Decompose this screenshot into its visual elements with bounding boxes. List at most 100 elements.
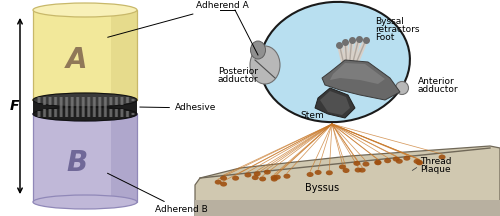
Text: Foot: Foot — [375, 33, 394, 43]
Ellipse shape — [70, 105, 74, 107]
Ellipse shape — [76, 111, 80, 113]
Ellipse shape — [82, 105, 85, 107]
Ellipse shape — [120, 115, 124, 117]
Ellipse shape — [396, 81, 408, 95]
Ellipse shape — [48, 103, 52, 105]
Ellipse shape — [70, 115, 74, 117]
Ellipse shape — [33, 107, 137, 121]
Ellipse shape — [82, 97, 85, 99]
Ellipse shape — [92, 113, 96, 115]
Ellipse shape — [396, 159, 403, 164]
Ellipse shape — [306, 172, 314, 177]
Ellipse shape — [414, 159, 420, 164]
Polygon shape — [320, 91, 350, 115]
Text: B: B — [66, 149, 87, 177]
Ellipse shape — [109, 113, 112, 115]
Ellipse shape — [114, 103, 118, 105]
Ellipse shape — [60, 97, 63, 99]
Ellipse shape — [37, 101, 41, 103]
Text: F: F — [9, 99, 19, 113]
Ellipse shape — [60, 103, 63, 105]
Ellipse shape — [120, 101, 124, 103]
Ellipse shape — [43, 113, 46, 115]
Ellipse shape — [374, 160, 382, 165]
Ellipse shape — [104, 105, 107, 107]
Ellipse shape — [104, 113, 107, 115]
Ellipse shape — [104, 111, 107, 113]
Ellipse shape — [87, 109, 90, 111]
Ellipse shape — [220, 176, 227, 181]
Ellipse shape — [76, 109, 80, 111]
Ellipse shape — [43, 101, 46, 103]
Ellipse shape — [404, 156, 410, 161]
Polygon shape — [315, 88, 355, 118]
Ellipse shape — [65, 111, 68, 113]
Ellipse shape — [120, 99, 124, 101]
Ellipse shape — [60, 105, 63, 107]
Ellipse shape — [98, 111, 102, 113]
Ellipse shape — [270, 175, 278, 180]
Ellipse shape — [92, 109, 96, 111]
Ellipse shape — [104, 109, 107, 111]
Text: Adherend B: Adherend B — [108, 173, 208, 214]
Ellipse shape — [252, 175, 259, 180]
Ellipse shape — [87, 111, 90, 113]
Ellipse shape — [70, 99, 74, 101]
Ellipse shape — [33, 3, 137, 17]
Ellipse shape — [114, 115, 118, 117]
Text: A: A — [66, 46, 88, 74]
Ellipse shape — [43, 97, 46, 99]
Ellipse shape — [70, 103, 74, 105]
Ellipse shape — [87, 107, 90, 109]
Polygon shape — [195, 146, 500, 216]
Ellipse shape — [114, 113, 118, 115]
Ellipse shape — [250, 41, 266, 59]
Ellipse shape — [120, 97, 124, 99]
Ellipse shape — [65, 113, 68, 115]
Ellipse shape — [87, 99, 90, 101]
Text: Byssus: Byssus — [305, 183, 339, 193]
Ellipse shape — [60, 115, 63, 117]
Ellipse shape — [43, 109, 46, 111]
Ellipse shape — [33, 93, 137, 107]
Ellipse shape — [109, 109, 112, 111]
Ellipse shape — [98, 99, 102, 101]
Ellipse shape — [54, 115, 58, 117]
Ellipse shape — [87, 103, 90, 105]
Ellipse shape — [33, 195, 137, 209]
Ellipse shape — [416, 160, 422, 165]
Polygon shape — [322, 60, 400, 100]
Ellipse shape — [37, 113, 41, 115]
Text: Thread: Thread — [420, 157, 452, 167]
Ellipse shape — [76, 113, 80, 115]
Ellipse shape — [70, 97, 74, 99]
Ellipse shape — [76, 107, 80, 109]
Ellipse shape — [48, 101, 52, 103]
Ellipse shape — [76, 115, 80, 117]
Ellipse shape — [54, 97, 58, 99]
Ellipse shape — [109, 111, 112, 113]
Ellipse shape — [98, 115, 102, 117]
Ellipse shape — [76, 99, 80, 101]
Ellipse shape — [131, 99, 135, 101]
Ellipse shape — [82, 107, 85, 109]
Ellipse shape — [48, 97, 52, 99]
Ellipse shape — [109, 103, 112, 105]
Ellipse shape — [92, 111, 96, 113]
Ellipse shape — [114, 97, 118, 99]
Text: Stem: Stem — [300, 111, 324, 119]
Ellipse shape — [87, 113, 90, 115]
Bar — [33, 114, 137, 202]
Ellipse shape — [82, 113, 85, 115]
Ellipse shape — [82, 115, 85, 117]
Ellipse shape — [260, 2, 410, 122]
Ellipse shape — [104, 103, 107, 105]
Ellipse shape — [33, 107, 137, 121]
Ellipse shape — [416, 160, 423, 165]
Ellipse shape — [87, 97, 90, 99]
Ellipse shape — [43, 115, 46, 117]
Ellipse shape — [98, 105, 102, 107]
Ellipse shape — [120, 111, 124, 113]
Text: Posterior: Posterior — [218, 67, 258, 76]
Ellipse shape — [54, 101, 58, 103]
